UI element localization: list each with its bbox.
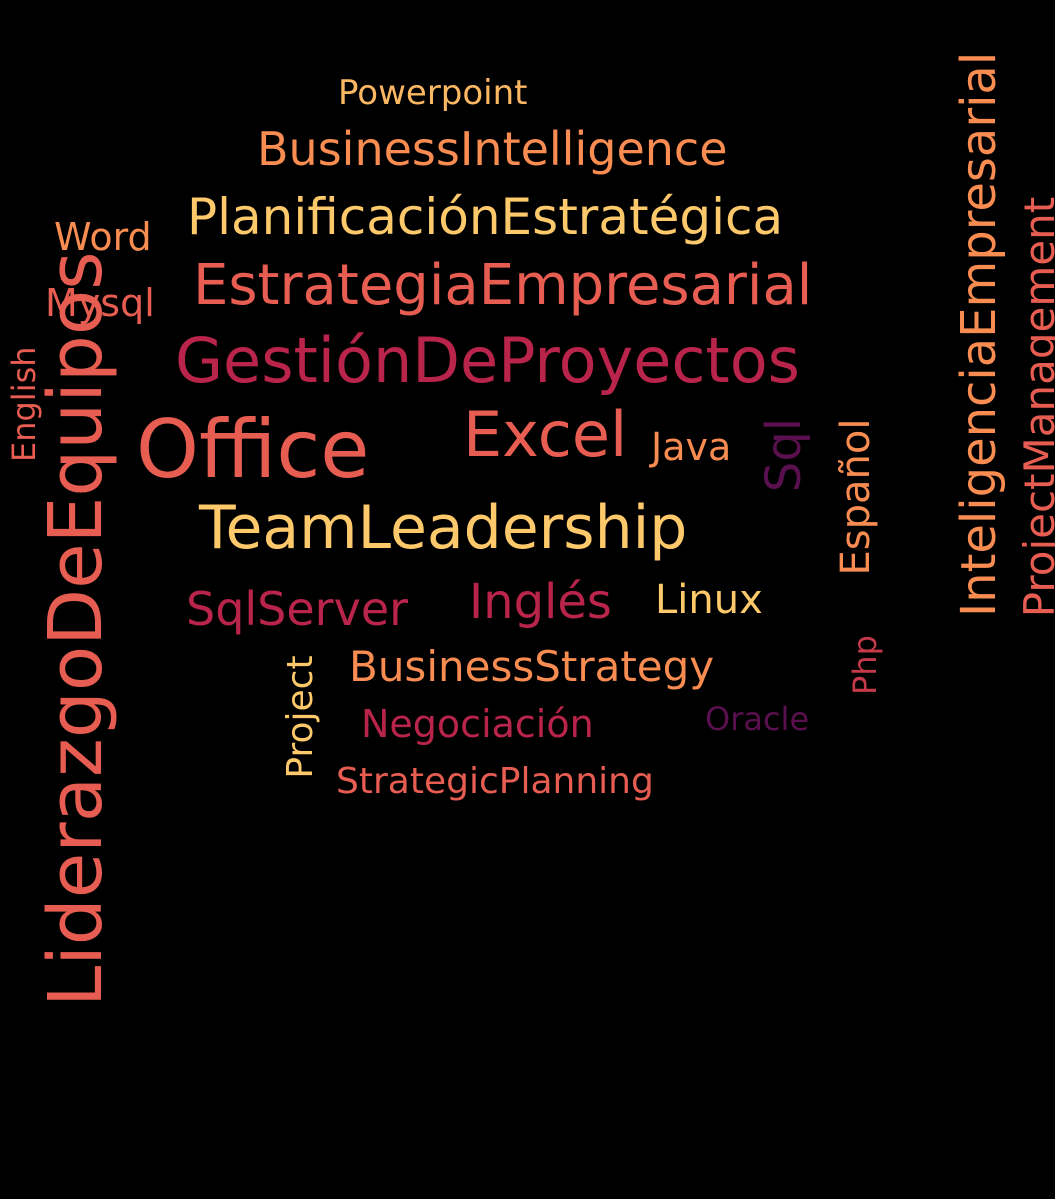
word-oracle: Oracle bbox=[705, 700, 810, 738]
word-php: Php bbox=[846, 635, 884, 695]
word-strategic-planning: StrategicPlanning bbox=[336, 761, 654, 802]
word-sql: Sql bbox=[756, 417, 812, 493]
word-java: Java bbox=[651, 425, 732, 469]
word-liderazgo-de-equipos: LiderazgoDeEquipos bbox=[33, 251, 119, 1007]
word-estrategia-empresarial: EstrategiaEmpresarial bbox=[193, 253, 813, 318]
word-project: Project bbox=[280, 655, 321, 779]
word-planificacion-estrategica: PlanificaciónEstratégica bbox=[187, 188, 784, 246]
word-espanol: Español bbox=[833, 418, 879, 576]
word-powerpoint: Powerpoint bbox=[338, 73, 528, 113]
word-team-leadership: TeamLeadership bbox=[199, 493, 688, 563]
word-business-strategy: BusinessStrategy bbox=[349, 642, 715, 691]
word-gestion-de-proyectos: GestiónDeProyectos bbox=[175, 324, 800, 397]
word-inteligencia-empresarial: InteligenciaEmpresarial bbox=[951, 51, 1007, 617]
word-mysql: Mysql bbox=[45, 281, 155, 325]
word-ingles: Inglés bbox=[469, 574, 612, 630]
word-word: Word bbox=[54, 215, 152, 259]
word-excel: Excel bbox=[463, 398, 628, 471]
word-sql-server: SqlServer bbox=[186, 582, 409, 636]
word-linux: Linux bbox=[655, 577, 763, 623]
word-business-intelligence: BusinessIntelligence bbox=[257, 122, 728, 176]
word-project-management: ProjectManagement bbox=[1015, 196, 1055, 618]
word-negociacion: Negociación bbox=[361, 702, 594, 746]
word-office: Office bbox=[136, 403, 370, 496]
